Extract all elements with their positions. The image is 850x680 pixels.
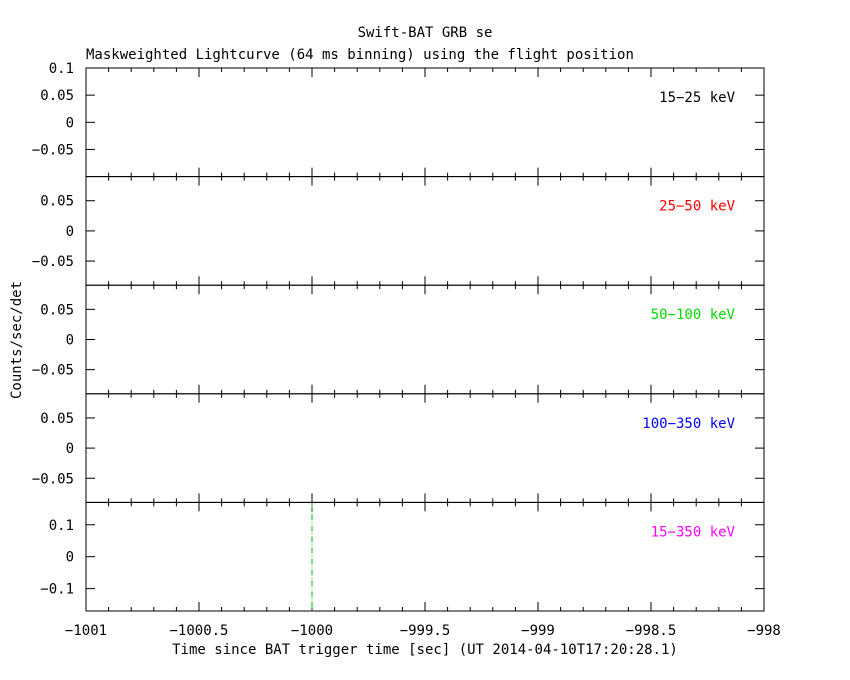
x-tick-label: −998 <box>747 623 781 639</box>
y-tick-label: 0.05 <box>40 302 74 318</box>
x-axis: −1001 −1000.5 −1000 −999.5 −999 −998.5 −998 <box>65 623 781 639</box>
x-tick-label: −1000 <box>291 623 333 639</box>
panel-2: 0.05 0 −0.05 25−50 keV <box>32 176 765 286</box>
x-tick-label: −998.5 <box>626 623 677 639</box>
panel-frame <box>85 67 765 178</box>
panel-frame <box>85 501 765 612</box>
panel-5: 0.1 0 −0.1 15−350 keV <box>40 501 765 612</box>
y-tick-label: 0.05 <box>40 411 74 427</box>
y-tick-label: 0 <box>66 224 74 240</box>
y-axis-label: Counts/sec/det <box>9 281 25 399</box>
y-tick-label: −0.05 <box>32 142 74 158</box>
x-tick-label: −1001 <box>65 623 107 639</box>
panels-group: 0.1 0.05 0 −0.05 15−25 keV 0.05 0 −0.05 25−50 ke… <box>32 61 765 612</box>
y-tick-label: 0.05 <box>40 88 74 104</box>
band-label: 50−100 keV <box>651 307 736 323</box>
panel-frame <box>85 393 765 503</box>
band-label: 25−50 keV <box>659 199 735 215</box>
figure-title: Swift-BAT GRB se <box>358 25 493 41</box>
x-tick-label: −999.5 <box>400 623 451 639</box>
band-label: 100−350 keV <box>642 416 735 432</box>
panel-3: 0.05 0 −0.05 50−100 keV <box>32 284 765 395</box>
x-axis-label: Time since BAT trigger time [sec] (UT 20… <box>172 642 678 658</box>
figure-subtitle: Maskweighted Lightcurve (64 ms binning) … <box>86 47 634 63</box>
panel-1: 0.1 0.05 0 −0.05 15−25 keV <box>32 61 765 178</box>
y-tick-label: 0.1 <box>49 518 74 534</box>
band-label: 15−350 keV <box>651 524 736 540</box>
x-tick-label: −999 <box>521 623 555 639</box>
y-tick-label: −0.1 <box>40 582 74 598</box>
band-label: 15−25 keV <box>659 90 735 106</box>
panel-frame <box>85 176 765 286</box>
y-tick-label: 0 <box>66 333 74 349</box>
y-tick-label: 0.05 <box>40 194 74 210</box>
y-tick-label: 0.1 <box>49 61 74 77</box>
y-tick-label: −0.05 <box>32 254 74 270</box>
y-tick-label: 0 <box>66 550 74 566</box>
y-tick-label: 0 <box>66 115 74 131</box>
x-tick-label: −1000.5 <box>169 623 228 639</box>
y-tick-label: 0 <box>66 441 74 457</box>
panel-4: 0.05 0 −0.05 100−350 keV <box>32 393 765 503</box>
y-tick-label: −0.05 <box>32 471 74 487</box>
y-tick-label: −0.05 <box>32 363 74 379</box>
panel-frame <box>85 284 765 395</box>
